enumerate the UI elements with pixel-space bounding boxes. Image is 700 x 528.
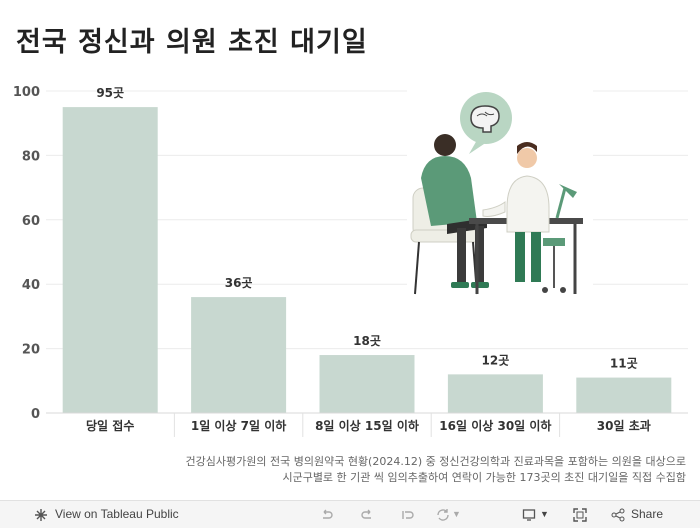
- x-tick-label: 8일 이상 15일 이하: [315, 418, 419, 433]
- undo-button[interactable]: [320, 501, 334, 528]
- view-on-tableau-link[interactable]: View on Tableau Public: [34, 501, 179, 528]
- share-label: Share: [631, 507, 664, 521]
- undo-icon: [323, 509, 333, 519]
- data-label: 95곳: [96, 86, 124, 100]
- source-note: 건강심사평가원의 전국 병의원약국 현황(2024.12) 중 정신건강의학과 …: [186, 454, 686, 486]
- data-label: 36곳: [225, 276, 253, 290]
- download-icon: [522, 508, 536, 521]
- pause-button[interactable]: ▼: [436, 501, 461, 528]
- share-button[interactable]: Share: [611, 501, 663, 528]
- tableau-logo-icon: [35, 508, 47, 521]
- chevron-down-icon: ▼: [452, 509, 461, 519]
- bar-chart: 0 20 40 60 80 100 95곳 36곳 18곳 12곳 11곳 당일 접수 1일 이상 …: [13, 85, 688, 437]
- y-tick-label: 100: [13, 85, 40, 100]
- x-tick-label: 당일 접수: [86, 418, 134, 433]
- download-button[interactable]: ▼: [522, 501, 549, 528]
- y-tick-label: 80: [22, 149, 40, 164]
- revert-icon: [402, 510, 414, 519]
- y-tick-label: 0: [31, 407, 40, 422]
- fullscreen-icon: [573, 507, 587, 522]
- chevron-down-icon: ▼: [540, 509, 549, 519]
- x-tick-label: 1일 이상 7일 이하: [191, 418, 286, 433]
- bar[interactable]: [319, 355, 415, 413]
- y-axis: 0 20 40 60 80 100: [13, 85, 40, 422]
- chart-title: 전국 정신과 의원 초진 대기일: [16, 27, 368, 58]
- redo-icon: [361, 509, 371, 519]
- x-tick-label: 16일 이상 30일 이하: [439, 418, 551, 433]
- tableau-toolbar: View on Tableau Public ▼ ▼ Share: [0, 500, 700, 528]
- y-tick-label: 40: [22, 278, 40, 293]
- source-note-line-2: 시군구별로 한 기관 씩 임의추출하여 연락이 가능한 173곳의 초진 대기일…: [282, 471, 686, 484]
- revert-button[interactable]: [400, 501, 414, 528]
- bar[interactable]: [576, 377, 672, 413]
- share-icon: [611, 508, 625, 521]
- y-tick-label: 60: [22, 214, 40, 229]
- doctor-patient-illustration: [407, 88, 593, 296]
- refresh-icon: [437, 508, 449, 521]
- source-note-line-1: 건강심사평가원의 전국 병의원약국 현황(2024.12) 중 정신건강의학과 …: [185, 455, 686, 468]
- data-label: 12곳: [482, 353, 510, 367]
- data-label: 11곳: [610, 357, 638, 371]
- redo-button[interactable]: [360, 501, 374, 528]
- fullscreen-button[interactable]: [573, 501, 587, 528]
- bar[interactable]: [191, 297, 287, 413]
- data-label: 18곳: [353, 334, 381, 348]
- bar[interactable]: [447, 374, 543, 413]
- y-tick-label: 20: [22, 343, 40, 358]
- bars: 95곳 36곳 18곳 12곳 11곳: [62, 86, 672, 413]
- x-tick-label: 30일 초과: [597, 418, 651, 433]
- view-on-tableau-label: View on Tableau Public: [55, 507, 179, 521]
- x-axis: 당일 접수 1일 이상 7일 이하 8일 이상 15일 이하 16일 이상 30일 이…: [46, 412, 688, 437]
- bar[interactable]: [62, 107, 158, 413]
